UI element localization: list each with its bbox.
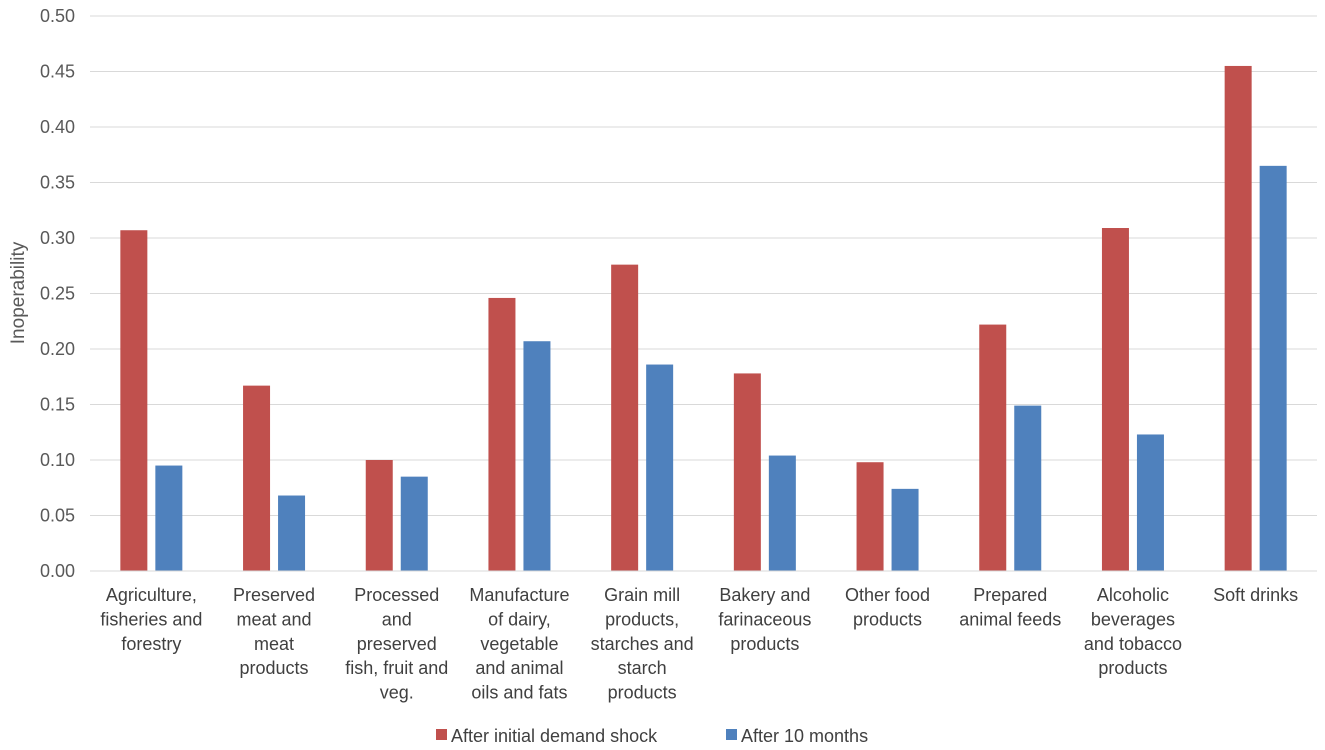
legend-label: After 10 months <box>741 726 868 746</box>
bar-10-months <box>646 364 674 571</box>
y-tick-label: 0.40 <box>40 117 75 137</box>
category-label-line: oils and fats <box>471 683 567 703</box>
bar-10-months <box>768 455 796 571</box>
bar-initial-shock <box>1101 228 1129 571</box>
category-label: Agriculture, fisheries and forestry <box>100 585 202 654</box>
bar-initial-shock <box>488 297 516 571</box>
category-label: Grain mill products, starches and starch pro… <box>591 585 694 703</box>
category-label-line: starch <box>618 658 667 678</box>
category-label-line: Alcoholic <box>1097 585 1169 605</box>
category-label-line: Manufacture <box>469 585 569 605</box>
bar-initial-shock <box>856 462 884 571</box>
category-label-line: Soft drinks <box>1213 585 1298 605</box>
bar-initial-shock <box>243 385 271 571</box>
y-axis-ticks: 0.00 0.05 0.10 0.15 0.20 0.25 0.30 0.35 0.40 0.45… <box>40 6 75 581</box>
bar-10-months <box>400 476 428 571</box>
category-label-line: and tobacco <box>1084 634 1182 654</box>
category-label-line: Agriculture, <box>106 585 197 605</box>
bar-initial-shock <box>611 264 639 571</box>
bar-10-months <box>523 341 551 571</box>
category-label-line: Other food <box>845 585 930 605</box>
legend: After initial demand shock After 10 month… <box>436 726 868 746</box>
category-label-line: preserved <box>357 634 437 654</box>
bar-10-months <box>1259 165 1287 571</box>
bar-initial-shock <box>365 460 393 571</box>
bar-10-months <box>278 495 306 571</box>
category-label-line: and <box>382 609 412 629</box>
y-tick-label: 0.30 <box>40 228 75 248</box>
category-label-line: starches and <box>591 634 694 654</box>
category-label-line: Bakery and <box>719 585 810 605</box>
category-label-line: Grain mill <box>604 585 680 605</box>
y-tick-label: 0.35 <box>40 173 75 193</box>
bar-10-months <box>1136 434 1164 571</box>
category-label-line: beverages <box>1091 609 1175 629</box>
category-label: Manufacture of dairy, vegetable and animal o… <box>469 585 569 703</box>
category-label-line: products, <box>605 609 679 629</box>
category-label-line: veg. <box>380 683 414 703</box>
category-label-line: products <box>853 609 922 629</box>
legend-swatch <box>436 729 447 740</box>
y-axis-title: Inoperability <box>8 241 29 344</box>
bar-10-months <box>891 488 919 571</box>
category-label-line: meat <box>254 634 294 654</box>
category-label-line: fisheries and <box>100 609 202 629</box>
y-tick-label: 0.25 <box>40 284 75 304</box>
gridlines <box>90 15 1317 516</box>
category-label-line: Processed <box>354 585 439 605</box>
y-tick-label: 0.00 <box>40 561 75 581</box>
category-label-line: forestry <box>121 634 181 654</box>
category-label: Prepared animal feeds <box>959 585 1061 629</box>
bar-initial-shock <box>120 230 148 572</box>
bars <box>120 65 1287 572</box>
category-label: Processed and preserved fish, fruit and veg. <box>345 585 448 703</box>
category-label: Other food products <box>845 585 930 629</box>
category-label-line: animal feeds <box>959 609 1061 629</box>
category-label-line: of dairy, <box>488 609 551 629</box>
category-label-line: products <box>608 683 677 703</box>
category-label-line: farinaceous <box>718 609 811 629</box>
category-label-line: products <box>1098 658 1167 678</box>
y-tick-label: 0.50 <box>40 6 75 26</box>
category-label-line: fish, fruit and <box>345 658 448 678</box>
y-tick-label: 0.15 <box>40 395 75 415</box>
legend-label: After initial demand shock <box>451 726 658 746</box>
category-label: Soft drinks <box>1213 585 1298 605</box>
y-tick-label: 0.20 <box>40 339 75 359</box>
category-label-line: meat and <box>237 609 312 629</box>
category-label-line: products <box>240 658 309 678</box>
category-labels: Agriculture, fisheries and forestry Preserv… <box>100 585 1298 703</box>
y-tick-label: 0.45 <box>40 62 75 82</box>
category-label: Bakery and farinaceous products <box>718 585 811 654</box>
y-tick-label: 0.10 <box>40 450 75 470</box>
y-tick-label: 0.05 <box>40 506 75 526</box>
category-label-line: vegetable <box>480 634 558 654</box>
bar-10-months <box>1014 405 1042 571</box>
bar-10-months <box>155 465 183 571</box>
category-label-line: Preserved <box>233 585 315 605</box>
category-label-line: Prepared <box>973 585 1047 605</box>
bar-initial-shock <box>1224 65 1252 571</box>
category-label-line: and animal <box>475 658 563 678</box>
category-label: Alcoholic beverages and tobacco products <box>1084 585 1182 678</box>
legend-swatch <box>726 729 737 740</box>
bar-initial-shock <box>733 373 761 571</box>
category-label-line: products <box>730 634 799 654</box>
bar-initial-shock <box>979 324 1007 571</box>
category-label: Preserved meat and meat products <box>233 585 315 678</box>
